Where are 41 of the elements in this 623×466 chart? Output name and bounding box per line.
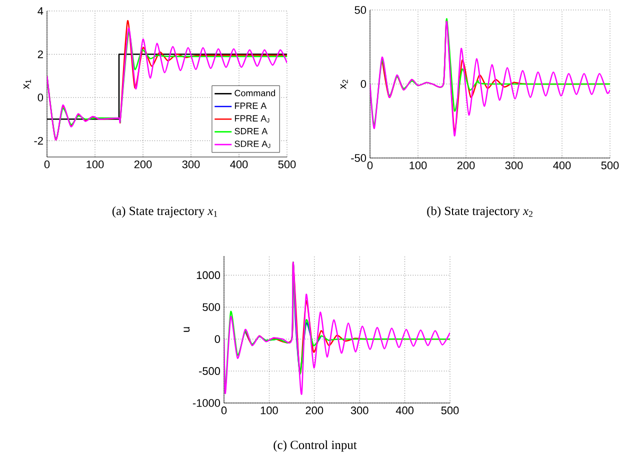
y-tick-label: -500 bbox=[199, 367, 220, 375]
y-tick-label: 0 bbox=[360, 80, 366, 88]
legend-label: Command bbox=[234, 90, 276, 96]
x-tick-label: 0 bbox=[44, 160, 50, 168]
x-tick-label: 500 bbox=[441, 406, 459, 414]
x-tick-label: 400 bbox=[230, 160, 248, 168]
y-axis-title: x$_{1}$ bbox=[23, 80, 31, 89]
legend-label: FPRE A$_{J}$ bbox=[234, 115, 270, 123]
x-tick-label: 100 bbox=[86, 160, 104, 168]
x-tick-label: 200 bbox=[306, 406, 324, 414]
y-tick-label: 4 bbox=[38, 7, 44, 15]
x-tick-label: 400 bbox=[553, 162, 571, 170]
x-tick-label: 0 bbox=[221, 406, 227, 414]
text: (c) Control input bbox=[274, 440, 357, 452]
y-axis-title: x$_{2}$ bbox=[340, 80, 348, 89]
legend-label: FPRE A bbox=[234, 102, 267, 109]
y-tick-label: -1000 bbox=[192, 399, 220, 407]
x-tick-label: 500 bbox=[601, 162, 619, 170]
y-tick-label: 50 bbox=[354, 6, 366, 14]
x-tick-label: 200 bbox=[457, 162, 475, 170]
x-tick-label: 300 bbox=[505, 162, 523, 170]
y-tick-label: 0 bbox=[214, 335, 220, 343]
y-tick-label: -50 bbox=[351, 154, 366, 162]
y-tick-label: 2 bbox=[38, 50, 43, 58]
x-tick-label: 100 bbox=[260, 406, 278, 414]
x-tick-label: 0 bbox=[367, 162, 373, 170]
y-tick-label: 500 bbox=[202, 303, 220, 312]
x-tick-label: 400 bbox=[396, 406, 414, 414]
x-tick-label: 500 bbox=[278, 160, 296, 168]
text: (b) State trajectory x$_{2}$ bbox=[427, 206, 532, 218]
y-tick-label: -2 bbox=[34, 136, 43, 145]
x-tick-label: 100 bbox=[410, 162, 427, 170]
x-tick-label: 300 bbox=[350, 406, 368, 414]
legend-label: SDRE A bbox=[234, 128, 268, 134]
text: (a) State trajectory x$_{1}$ bbox=[112, 206, 218, 218]
y-axis-title: u bbox=[184, 327, 190, 332]
legend-label: SDRE A$_{J}$ bbox=[234, 140, 270, 148]
x-tick-label: 300 bbox=[182, 160, 200, 168]
y-tick-label: 1000 bbox=[196, 271, 220, 280]
y-tick-label: 0 bbox=[38, 94, 44, 102]
x-tick-label: 200 bbox=[134, 160, 152, 168]
